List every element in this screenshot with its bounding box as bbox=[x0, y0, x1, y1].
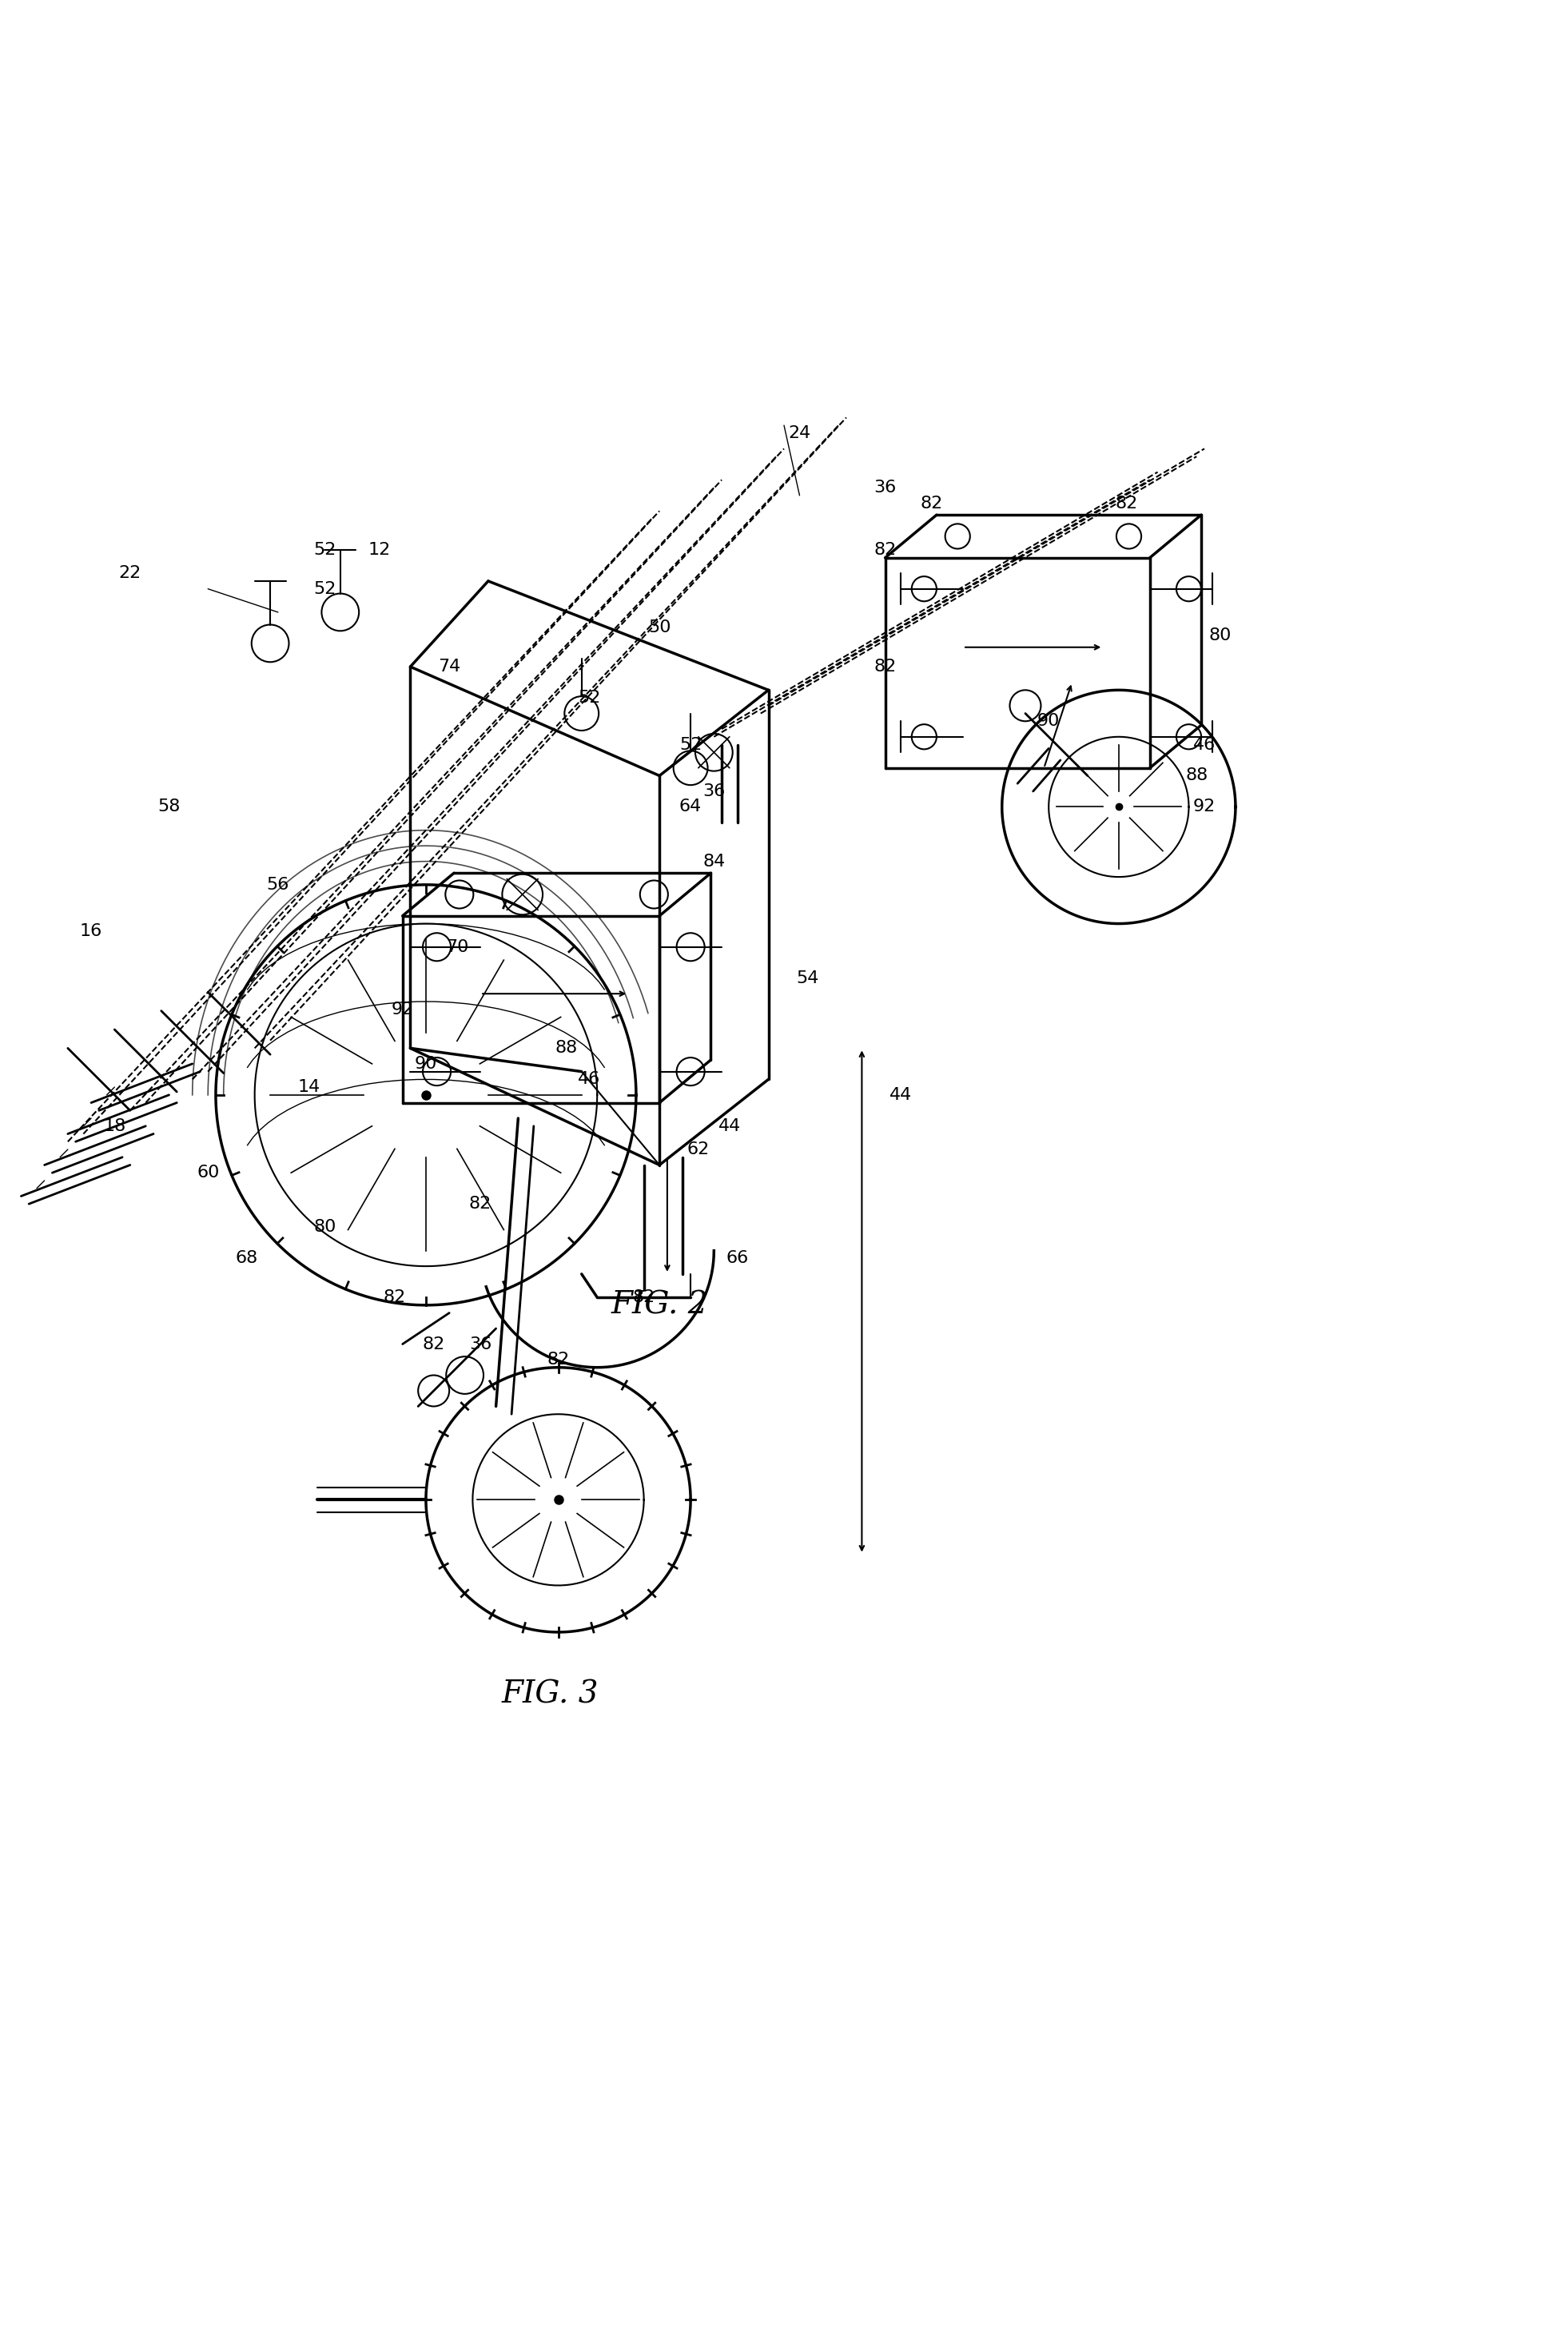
Text: FIG. 3: FIG. 3 bbox=[502, 1680, 599, 1710]
Text: 84: 84 bbox=[702, 853, 726, 869]
Text: 52: 52 bbox=[314, 543, 336, 557]
Text: 82: 82 bbox=[384, 1288, 406, 1305]
Text: 74: 74 bbox=[437, 659, 461, 676]
Text: 52: 52 bbox=[679, 736, 702, 753]
Text: 82: 82 bbox=[422, 1335, 445, 1351]
Text: 18: 18 bbox=[103, 1118, 125, 1135]
Text: 62: 62 bbox=[687, 1142, 710, 1158]
Text: 92: 92 bbox=[1193, 799, 1215, 816]
Text: 52: 52 bbox=[314, 580, 336, 596]
Text: 82: 82 bbox=[547, 1351, 569, 1368]
Text: 36: 36 bbox=[469, 1335, 492, 1351]
Text: 36: 36 bbox=[873, 480, 897, 496]
Text: 54: 54 bbox=[797, 969, 818, 986]
Text: 88: 88 bbox=[555, 1039, 577, 1055]
Text: 52: 52 bbox=[579, 690, 601, 706]
Text: 46: 46 bbox=[579, 1072, 601, 1088]
Text: 80: 80 bbox=[314, 1219, 336, 1235]
Text: 60: 60 bbox=[196, 1165, 220, 1181]
Text: 90: 90 bbox=[414, 1055, 437, 1072]
Text: 56: 56 bbox=[267, 876, 290, 892]
Text: 90: 90 bbox=[1038, 713, 1060, 729]
Text: 46: 46 bbox=[1193, 736, 1215, 753]
Text: 68: 68 bbox=[235, 1251, 259, 1268]
Text: 64: 64 bbox=[679, 799, 702, 816]
Text: 82: 82 bbox=[873, 659, 897, 676]
Text: 80: 80 bbox=[1209, 627, 1231, 643]
Text: 24: 24 bbox=[789, 424, 811, 440]
Text: 82: 82 bbox=[469, 1195, 492, 1212]
Text: 36: 36 bbox=[702, 783, 726, 799]
Text: 82: 82 bbox=[632, 1288, 655, 1305]
Text: 44: 44 bbox=[718, 1118, 740, 1135]
Text: 16: 16 bbox=[80, 923, 102, 939]
Text: 70: 70 bbox=[445, 939, 469, 955]
Text: FIG. 2: FIG. 2 bbox=[612, 1291, 709, 1319]
Text: 82: 82 bbox=[873, 543, 897, 557]
Text: 66: 66 bbox=[726, 1251, 748, 1268]
Text: 82: 82 bbox=[1115, 496, 1138, 510]
Text: 44: 44 bbox=[889, 1086, 913, 1102]
Text: 82: 82 bbox=[920, 496, 944, 510]
Text: 22: 22 bbox=[119, 566, 141, 580]
Text: 12: 12 bbox=[368, 543, 390, 557]
Text: 14: 14 bbox=[298, 1079, 320, 1095]
Text: 92: 92 bbox=[392, 1002, 414, 1018]
Text: 88: 88 bbox=[1185, 767, 1207, 783]
Text: 58: 58 bbox=[158, 799, 180, 816]
Text: 50: 50 bbox=[648, 620, 671, 636]
